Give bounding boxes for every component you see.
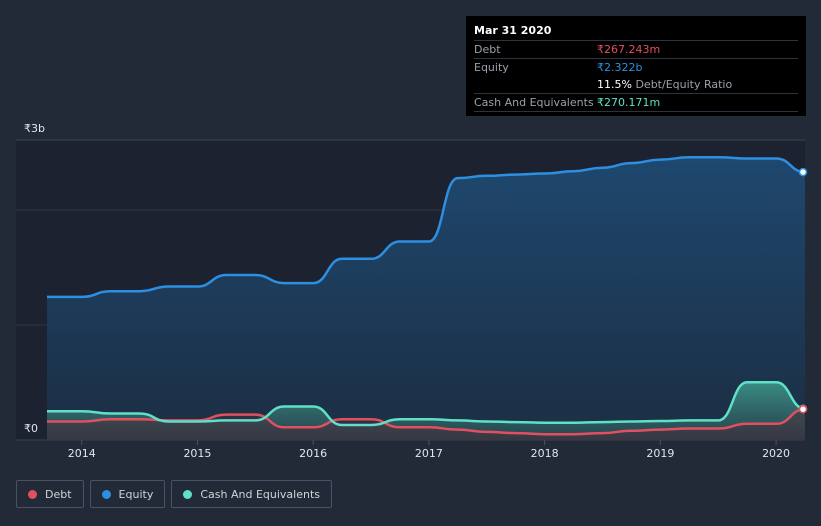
cash-line <box>47 381 806 427</box>
tooltip-cash-value: ₹270.171m <box>597 96 661 109</box>
legend-item-equity[interactable]: Equity <box>89 480 166 508</box>
x-tick-label-2020: 2020 <box>762 447 790 460</box>
tooltip-debt-value: ₹267.243m <box>597 43 661 56</box>
tooltip-equity-row: Equity ₹2.322b <box>474 59 798 76</box>
tooltip-ratio: 11.5% Debt/Equity Ratio <box>597 76 732 93</box>
legend-debt-label: Debt <box>45 487 72 501</box>
equity-line <box>47 156 806 299</box>
tooltip-cash-row: Cash And Equivalents ₹270.171m <box>474 94 798 112</box>
tooltip-debt-label: Debt <box>474 43 501 56</box>
x-tick-label-2016: 2016 <box>299 447 327 460</box>
legend-item-debt[interactable]: Debt <box>16 480 84 508</box>
tooltip-ratio-label: Debt/Equity Ratio <box>635 78 733 91</box>
tooltip-debt-row: Debt ₹267.243m <box>474 41 798 59</box>
equity-area <box>47 157 805 441</box>
tooltip-cash-label: Cash And Equivalents <box>474 96 594 109</box>
legend-equity-label: Equity <box>118 487 154 501</box>
debt-end-marker <box>798 404 808 414</box>
y-axis-top-label: ₹3b <box>24 122 45 135</box>
x-tick-label-2015: 2015 <box>183 447 211 460</box>
y-axis-bottom-label: ₹0 <box>24 422 38 435</box>
x-axis-ticks: 2014 2015 2016 2017 2018 2019 2020 <box>68 440 790 460</box>
equity-end-marker <box>798 167 808 177</box>
legend-cash-label: Cash And Equivalents <box>200 487 320 501</box>
x-tick-label-2017: 2017 <box>415 447 443 460</box>
x-tick-label-2014: 2014 <box>68 447 96 460</box>
legend: Debt Equity Cash And Equivalents <box>16 480 332 508</box>
tooltip-equity-label: Equity <box>474 61 509 74</box>
x-tick-label-2019: 2019 <box>646 447 674 460</box>
x-tick-label-2018: 2018 <box>531 447 559 460</box>
debt-dot-icon <box>28 489 37 499</box>
tooltip-panel: Mar 31 2020 Debt ₹267.243m Equity ₹2.322… <box>466 16 806 116</box>
legend-item-cash[interactable]: Cash And Equivalents <box>171 480 332 508</box>
tooltip-equity-value: ₹2.322b <box>597 61 643 74</box>
tooltip-ratio-value: 11.5% <box>597 78 632 91</box>
tooltip-ratio-row: 11.5% Debt/Equity Ratio <box>474 76 798 94</box>
cash-dot-icon <box>183 489 193 499</box>
tooltip-date: Mar 31 2020 <box>474 22 798 41</box>
equity-dot-icon <box>101 489 111 499</box>
